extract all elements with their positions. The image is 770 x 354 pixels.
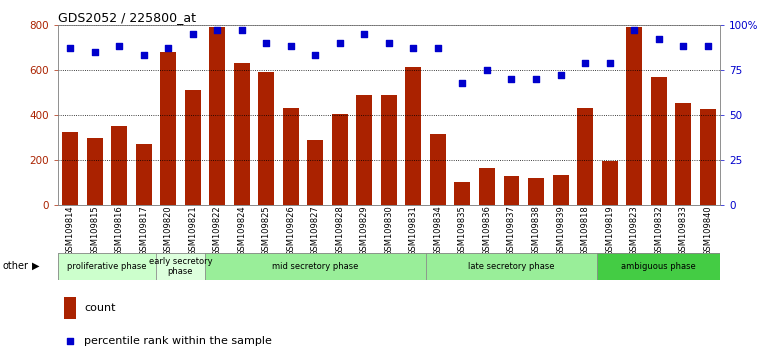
Bar [426,253,598,280]
Bar [65,297,76,319]
Bar [479,168,495,205]
Point [432,45,444,51]
Text: GSM109832: GSM109832 [654,205,663,256]
Bar [651,77,667,205]
Bar [205,253,426,280]
Text: GSM109840: GSM109840 [703,205,712,256]
Bar [504,176,520,205]
Text: GSM109828: GSM109828 [335,205,344,256]
Text: GSM109837: GSM109837 [507,205,516,256]
Text: GDS2052 / 225800_at: GDS2052 / 225800_at [58,11,196,24]
Text: ▶: ▶ [32,261,40,271]
Bar [430,134,446,205]
Point [333,40,346,46]
Bar [209,27,225,205]
Bar [577,108,593,205]
Bar [553,175,568,205]
Text: proliferative phase: proliferative phase [67,262,146,271]
Bar [598,253,720,280]
Bar [700,109,715,205]
Text: GSM109826: GSM109826 [286,205,295,256]
Point [457,80,469,85]
Text: GSM109818: GSM109818 [581,205,590,256]
Bar [86,138,102,205]
Text: GSM109830: GSM109830 [384,205,393,256]
Text: late secretory phase: late secretory phase [468,262,554,271]
Text: GSM109824: GSM109824 [237,205,246,256]
Text: GSM109834: GSM109834 [434,205,443,256]
Bar [307,140,323,205]
Point [383,40,395,46]
Bar [58,253,156,280]
Point [530,76,542,82]
Bar [626,27,642,205]
Text: GSM109817: GSM109817 [139,205,148,256]
Text: ambiguous phase: ambiguous phase [621,262,696,271]
Bar [111,126,127,205]
Bar [601,161,618,205]
Point [211,27,223,33]
Point [628,27,641,33]
Text: GSM109838: GSM109838 [531,205,541,256]
Point [407,45,420,51]
Bar [283,108,299,205]
Text: GSM109835: GSM109835 [458,205,467,256]
Bar [528,178,544,205]
Point [701,44,714,49]
Point [186,31,199,37]
Bar [454,182,470,205]
Point [236,27,248,33]
Text: GSM109815: GSM109815 [90,205,99,256]
Point [677,44,689,49]
Point [480,67,493,73]
Point [309,53,321,58]
Text: early secretory
phase: early secretory phase [149,257,213,276]
Point [358,31,370,37]
Point [652,36,665,42]
Text: other: other [2,261,28,271]
Point [162,45,174,51]
Bar [234,63,249,205]
Point [285,44,297,49]
Text: count: count [84,303,116,313]
Text: GSM109822: GSM109822 [213,205,222,256]
Text: mid secretory phase: mid secretory phase [272,262,359,271]
Text: GSM109816: GSM109816 [115,205,123,256]
Bar [332,114,348,205]
Bar [136,144,152,205]
Bar [156,253,205,280]
Text: GSM109820: GSM109820 [163,205,172,256]
Bar [62,132,78,205]
Point [137,53,149,58]
Text: GSM109814: GSM109814 [65,205,75,256]
Text: percentile rank within the sample: percentile rank within the sample [84,336,272,346]
Text: GSM109831: GSM109831 [409,205,418,256]
Bar [405,67,421,205]
Text: GSM109833: GSM109833 [678,205,688,256]
Point [579,60,591,65]
Bar [357,95,373,205]
Bar [160,52,176,205]
Point [505,76,517,82]
Point [64,338,76,344]
Text: GSM109836: GSM109836 [483,205,491,256]
Bar [381,95,397,205]
Point [64,45,76,51]
Bar [258,72,274,205]
Point [89,49,101,55]
Text: GSM109825: GSM109825 [262,205,271,256]
Text: GSM109839: GSM109839 [556,205,565,256]
Point [604,60,616,65]
Text: GSM109821: GSM109821 [188,205,197,256]
Text: GSM109829: GSM109829 [360,205,369,256]
Bar [675,103,691,205]
Bar [185,90,201,205]
Text: GSM109823: GSM109823 [630,205,638,256]
Point [554,73,567,78]
Point [113,44,126,49]
Point [260,40,273,46]
Text: GSM109827: GSM109827 [311,205,320,256]
Text: GSM109819: GSM109819 [605,205,614,256]
